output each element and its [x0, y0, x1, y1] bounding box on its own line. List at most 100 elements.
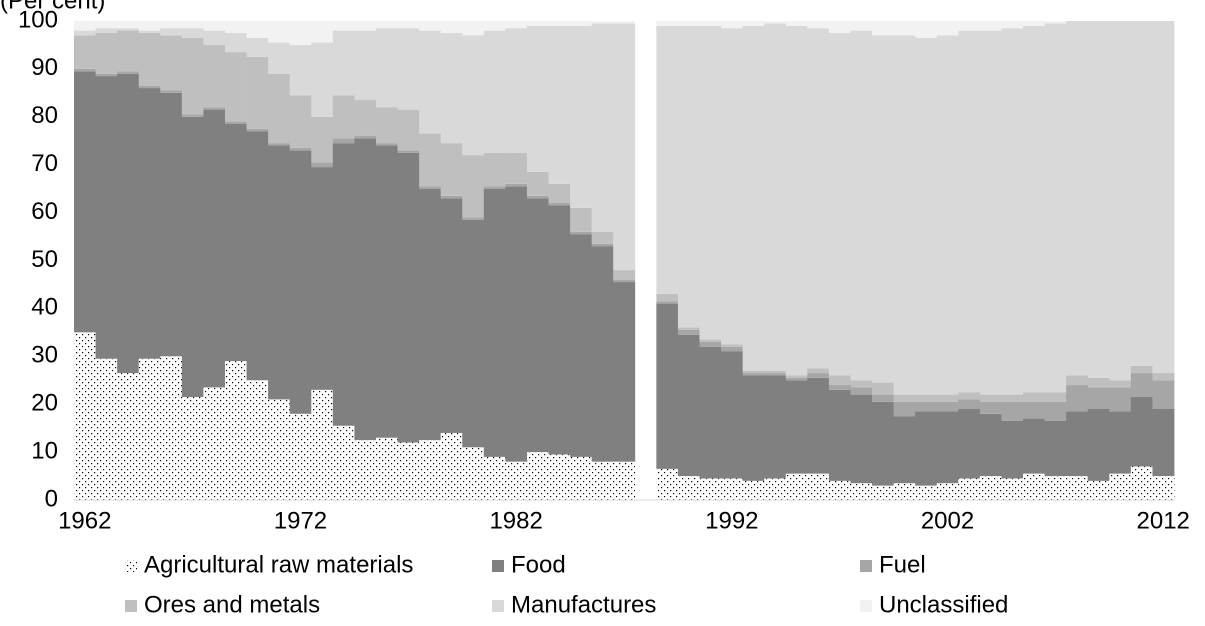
bar-segment [764, 375, 787, 479]
bar-segment [656, 303, 679, 469]
bar-segment [397, 152, 420, 443]
bar-segment [181, 37, 204, 115]
bar-segment [591, 243, 614, 247]
bar-segment [1087, 480, 1110, 500]
bar-segment [440, 143, 463, 196]
bar-segment [1109, 21, 1132, 381]
bar-segment [505, 21, 528, 29]
bar-segment [807, 28, 830, 369]
bar-segment [246, 131, 269, 381]
bar-segment [742, 370, 765, 374]
bar-segment [721, 344, 744, 347]
bar-segment [203, 387, 226, 500]
bar-segment [332, 30, 355, 96]
bar-segment [807, 21, 830, 29]
bar-segment [721, 346, 744, 352]
bar-segment [74, 35, 96, 69]
bar-segment [1066, 375, 1089, 386]
bar-segment [203, 21, 226, 31]
bar-segment [311, 116, 334, 163]
bar-segment [160, 21, 183, 29]
bar-segment [1087, 377, 1110, 388]
bar-segment [224, 361, 247, 500]
legend-swatch [860, 560, 872, 572]
bar-segment [526, 195, 549, 199]
bar-segment [958, 21, 981, 31]
bar-segment [1066, 411, 1089, 477]
bar-segment [375, 145, 398, 438]
bar-segment [311, 21, 334, 43]
bar-segment [958, 30, 981, 393]
bar-segment [117, 21, 140, 29]
bar-segment [915, 21, 938, 38]
bar-segment [74, 30, 96, 36]
bar-segment [548, 454, 571, 500]
bar-segment [699, 478, 722, 500]
bar-segment [483, 30, 506, 153]
bar-segment [548, 205, 571, 455]
legend-label: Fuel [879, 551, 926, 578]
legend-swatch [492, 560, 504, 572]
legend-swatch [125, 560, 137, 572]
bar-segment [268, 42, 291, 74]
bar-segment [1001, 401, 1024, 421]
bar-segment [936, 411, 959, 484]
bar-segment [699, 21, 722, 26]
bar-segment [224, 21, 247, 33]
bar-segment [462, 155, 485, 218]
bar-segment [1001, 21, 1024, 29]
bar-segment [311, 162, 334, 168]
bar-segment [462, 35, 485, 156]
bar-segment [570, 456, 593, 500]
bar-segment [807, 473, 830, 500]
bar-segment [915, 394, 938, 402]
bar-segment [1109, 380, 1132, 388]
bar-segment [1066, 21, 1089, 376]
bar-segment [958, 399, 981, 409]
bar-segment [677, 21, 700, 26]
bar-segment [332, 425, 355, 500]
bar-segment [1130, 21, 1153, 366]
bar-segment [850, 30, 873, 381]
bar-segment [979, 476, 1002, 500]
bar-segment [807, 368, 830, 374]
bar-segment [764, 21, 787, 24]
bar-segment [721, 21, 744, 29]
bar-segment [979, 401, 1002, 414]
bar-segment [181, 397, 204, 500]
bar-segment [311, 389, 334, 500]
bar-segment [958, 392, 981, 400]
bar-segment [1109, 411, 1132, 474]
bar-segment [828, 375, 851, 386]
legend-label: Ores and metals [144, 591, 320, 618]
y-tick-label: 90 [31, 54, 58, 81]
bar-segment [332, 138, 355, 144]
bar-segment [548, 25, 571, 184]
bar-segment [138, 358, 161, 500]
y-tick-label: 70 [31, 150, 58, 177]
bar-segment [505, 186, 528, 462]
bar-segment [95, 76, 118, 359]
bar-segment [1001, 394, 1024, 402]
bar-segment [915, 485, 938, 500]
y-tick-label: 30 [31, 342, 58, 369]
y-tick-label: 60 [31, 198, 58, 225]
bar-segment [591, 461, 614, 500]
bar-segment [785, 21, 808, 26]
bar-segment [850, 387, 873, 395]
x-tick-label: 1972 [274, 507, 327, 534]
bar-segment [872, 35, 895, 383]
bar-segment [375, 107, 398, 144]
bar-segment [246, 380, 269, 500]
bar-segment [95, 28, 118, 33]
bar-segment [268, 145, 291, 400]
bar-segment [289, 95, 312, 148]
bar-segment [591, 21, 614, 24]
bar-segment [721, 478, 744, 500]
bar-segment [656, 25, 679, 295]
bar-segment [95, 32, 118, 74]
bar-segment [570, 231, 593, 235]
bar-segment [138, 88, 161, 359]
x-tick-label: 1992 [705, 507, 758, 534]
bar-segment [613, 461, 636, 500]
